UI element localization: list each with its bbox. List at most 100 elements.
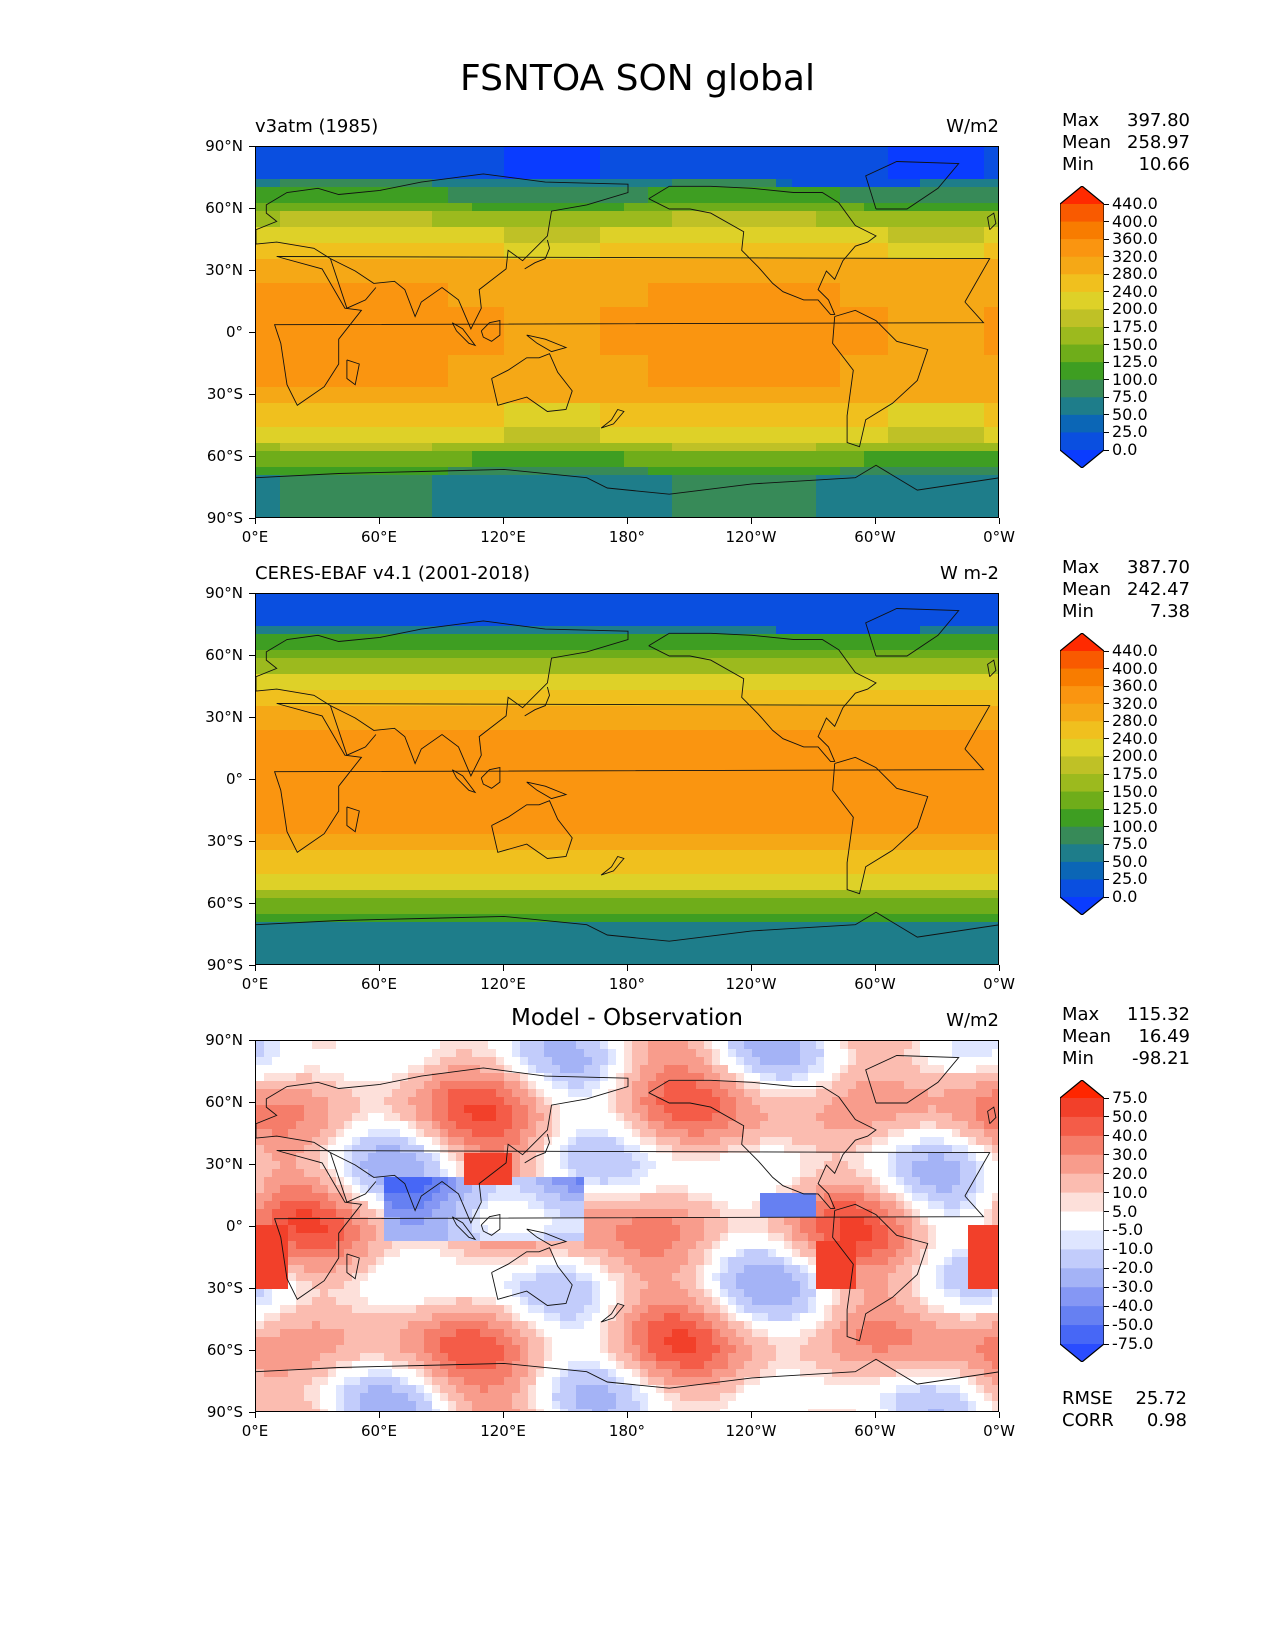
coastline-africa	[273, 256, 991, 406]
x-tick-mark	[254, 965, 256, 971]
colorbar-tick	[1104, 326, 1109, 328]
y-tick-mark	[249, 1225, 255, 1227]
colorbar-tick	[1104, 720, 1109, 722]
panel-left-label: v3atm (1985)	[255, 116, 379, 137]
map-model	[255, 146, 999, 518]
colorbar-segment	[1060, 309, 1104, 328]
coastline-newguinea	[526, 1228, 568, 1247]
colorbar-tick	[1104, 1305, 1109, 1307]
map-field	[256, 594, 998, 964]
colorbar-label: 320.0	[1112, 693, 1158, 713]
y-tick-mark	[249, 902, 255, 904]
colorbar-label: 75.0	[1112, 834, 1148, 854]
colorbar-label: 30.0	[1112, 1144, 1148, 1164]
colorbar-label: 440.0	[1112, 194, 1158, 213]
stat-value: 25.72	[1135, 1388, 1187, 1409]
coastline-japan	[524, 686, 550, 717]
colorbar-segment	[1060, 327, 1104, 346]
x-tick-mark	[254, 1412, 256, 1418]
x-tick-mark	[378, 1412, 380, 1418]
colorbar-segment	[1060, 1154, 1104, 1175]
colorbar-segment	[1060, 256, 1104, 275]
coastline-borneo	[480, 767, 501, 789]
stat-value: 242.47	[1127, 579, 1190, 600]
figure-title: FSNTOA SON global	[460, 58, 815, 99]
colorbar-label: 10.0	[1112, 1182, 1148, 1202]
y-tick-label: 60°N	[205, 646, 243, 664]
coastline-nz	[600, 1302, 625, 1323]
x-tick-mark	[998, 1412, 1000, 1418]
coastline-uk	[987, 212, 997, 231]
colorbar-segment	[1060, 861, 1104, 880]
x-tick-mark	[750, 965, 752, 971]
colorbar-tick	[1104, 361, 1109, 363]
colorbar-label: 240.0	[1112, 728, 1158, 748]
colorbar-tick	[1104, 291, 1109, 293]
colorbar-label: 175.0	[1112, 764, 1158, 783]
coastline-antarctica	[256, 464, 998, 495]
colorbar-extend-top	[1060, 186, 1104, 204]
y-tick-label: 30°N	[205, 708, 243, 726]
x-tick-label: 60°W	[854, 1422, 896, 1440]
colorbar-extend-top	[1060, 1080, 1104, 1098]
coastline-s_america	[832, 309, 929, 448]
coastline-europe_asia	[256, 1067, 629, 1224]
stat-row-max: Max 115.32	[1062, 1004, 1190, 1026]
colorbar-label: 20.0	[1112, 1163, 1148, 1183]
colorbar-segment	[1060, 291, 1104, 310]
coastline-australia	[491, 800, 573, 859]
x-tick-label: 60°W	[854, 975, 896, 993]
x-tick-label: 0°W	[983, 975, 1015, 993]
colorbar-segment	[1060, 721, 1104, 740]
y-tick-mark	[249, 964, 255, 966]
stat-value: -98.21	[1131, 1048, 1190, 1069]
y-tick-mark	[249, 1287, 255, 1289]
y-tick-mark	[249, 455, 255, 457]
x-tick-mark	[626, 1412, 628, 1418]
stat-value: 115.32	[1127, 1004, 1190, 1025]
stat-value: 397.80	[1127, 110, 1190, 131]
y-tick-label: 30°S	[206, 385, 243, 403]
coastline-africa	[273, 1150, 991, 1300]
colorbar-label: -10.0	[1112, 1239, 1154, 1259]
colorbar-label: 125.0	[1112, 352, 1158, 372]
coastline-n_america	[648, 1079, 877, 1209]
colorbar-tick	[1104, 238, 1109, 240]
x-tick-label: 0°E	[241, 528, 269, 546]
x-tick-label: 120°E	[480, 528, 526, 546]
panel-units: W/m2	[946, 116, 999, 137]
x-tick-label: 0°E	[241, 975, 269, 993]
stats-block: Max 387.70 Mean 242.47 Min 7.38	[1062, 557, 1190, 623]
stats-block: Max 397.80 Mean 258.97 Min 10.66	[1062, 110, 1190, 176]
coastline-antarctica	[256, 1358, 998, 1389]
colorbar-label: 200.0	[1112, 299, 1158, 319]
x-tick-label: 60°W	[854, 528, 896, 546]
coastline-antarctica	[256, 911, 998, 942]
colorbar-tick	[1104, 808, 1109, 810]
y-tick-mark	[249, 269, 255, 271]
colorbar-segment	[1060, 1306, 1104, 1326]
y-tick-label: 90°N	[205, 584, 243, 602]
x-tick-mark	[874, 518, 876, 524]
colorbar-tick	[1104, 1116, 1109, 1118]
y-tick-mark	[249, 840, 255, 842]
coastline-australia	[491, 353, 573, 412]
colorbar-label: 40.0	[1112, 1125, 1148, 1145]
colorbar-tick	[1104, 896, 1109, 898]
colorbar-tick	[1104, 1324, 1109, 1326]
stat-label: Max	[1062, 110, 1100, 131]
stat-value: 16.49	[1138, 1026, 1190, 1047]
colorbar-tick	[1104, 273, 1109, 275]
colorbar-label: 50.0	[1112, 851, 1148, 871]
colorbar-segment	[1060, 1325, 1104, 1345]
colorbar-segment	[1060, 1135, 1104, 1156]
colorbar-segment	[1060, 1116, 1104, 1137]
colorbar-tick	[1104, 1135, 1109, 1137]
x-tick-label: 180°	[608, 528, 646, 546]
x-tick-mark	[626, 965, 628, 971]
coastline-india_arab	[329, 1152, 377, 1203]
colorbar-tick	[1104, 1343, 1109, 1345]
coastline-nz	[600, 855, 625, 876]
colorbar-tick	[1104, 1192, 1109, 1194]
x-tick-mark	[502, 1412, 504, 1418]
